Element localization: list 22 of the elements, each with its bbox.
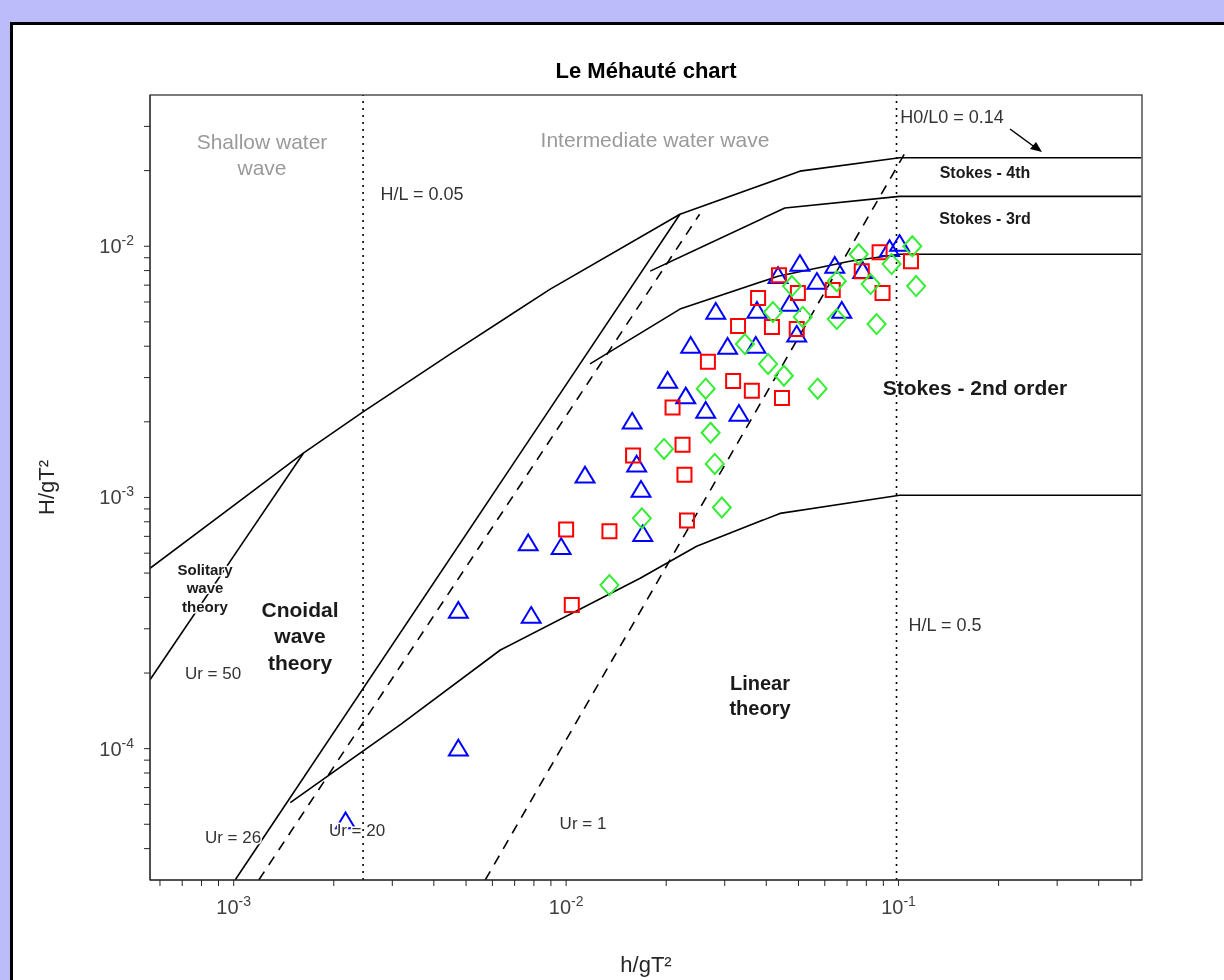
annotation: Ur = 50 <box>184 663 242 683</box>
x-tick-label: 10$^{-3}$ <box>216 893 252 918</box>
annotation: Ur = 1 <box>559 813 607 833</box>
annotation: Linear theory <box>729 671 792 719</box>
annotation: Stokes - 3rd <box>939 209 1031 227</box>
y-tick-label: 10$^{-2}$ <box>99 232 135 258</box>
annotation: Ur = 26 <box>204 827 262 847</box>
x-tick-label: 10$^{-1}$ <box>881 893 917 918</box>
annotation: Intermediate water wave <box>540 128 770 152</box>
x-axis-title: h/gT² <box>620 952 672 977</box>
annotation: Stokes - 4th <box>939 163 1031 181</box>
annotation: H/L = 0.05 <box>380 184 464 205</box>
chart-title: Le Méhauté chart <box>555 58 738 83</box>
annotation: H0/L0 = 0.14 <box>900 107 1004 128</box>
y-tick-label: 10$^{-3}$ <box>99 483 135 509</box>
y-tick-label: 10$^{-4}$ <box>99 734 135 760</box>
annotation: Cnoidal wave theory <box>261 598 339 674</box>
y-axis-title: H/gT² <box>34 460 59 515</box>
annotation: Stokes - 2nd order <box>882 376 1068 400</box>
annotation: Shallow water wave <box>196 130 328 180</box>
annotation: H/L = 0.5 <box>908 615 982 636</box>
x-tick-label: 10$^{-2}$ <box>548 893 584 918</box>
